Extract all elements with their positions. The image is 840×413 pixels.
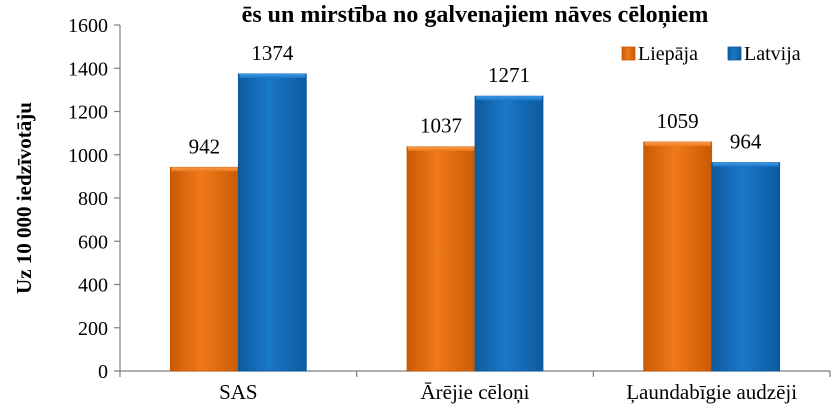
bar-liepāja-2 [406, 146, 476, 372]
data-label: 1271 [488, 63, 530, 87]
legend-swatch-latvija [727, 46, 742, 61]
bar-latvija-2 [474, 95, 544, 372]
chart-title-layer: ēs un mirstība no galvenajiem nāves cēlo… [242, 2, 709, 29]
data-label: 1059 [657, 109, 699, 133]
legend-label-liepāja: Liepāja [638, 43, 698, 65]
bar-highlight [644, 141, 711, 146]
y-axis-title: Uz 10 000 iedzīvotāju [12, 102, 36, 294]
data-label: 942 [189, 134, 221, 158]
legend: Liepāja Latvija [621, 43, 801, 65]
x-category-label: SAS [219, 380, 258, 404]
bar-latvija-3 [711, 162, 781, 372]
y-tick-label: 1600 [68, 15, 108, 37]
bar-highlight [476, 96, 542, 101]
bar-highlight [712, 162, 779, 167]
legend-label-latvija: Latvija [744, 43, 801, 65]
bar-latvija-1 [237, 73, 307, 372]
data-label: 1037 [420, 114, 462, 138]
data-label: 964 [730, 130, 762, 154]
y-axis-title-layer: Uz 10 000 iedzīvotāju [12, 102, 36, 294]
y-tick-label: 800 [78, 188, 108, 210]
bars [169, 73, 781, 372]
bar-highlight [239, 73, 306, 78]
bar-liepāja-3 [643, 141, 713, 372]
data-labels: 942 1374 1037 1271 1059 964 [189, 41, 762, 158]
y-tick-label: 0 [98, 361, 108, 383]
y-tick-label: 1400 [68, 58, 108, 80]
y-tick-label: 1000 [68, 145, 108, 167]
legend-swatch-liepāja [621, 46, 636, 61]
y-tick-label: 1200 [68, 102, 108, 124]
y-tick-label: 600 [78, 231, 108, 253]
bar-highlight [171, 167, 238, 172]
bar-liepāja-1 [169, 166, 239, 372]
chart-title: ēs un mirstība no galvenajiem nāves cēlo… [242, 2, 709, 29]
x-category-label: Ļaundabīgie audzēji [626, 380, 797, 404]
axes: 0 200 400 600 800 1000 1200 1400 1600 SAS Ārējie c… [68, 15, 831, 404]
bar-highlight [408, 146, 474, 151]
y-tick-label: 400 [78, 275, 108, 297]
x-category-label: Ārējie cēloņi [420, 380, 529, 404]
y-tick-label: 200 [78, 318, 108, 340]
data-label: 1374 [251, 41, 294, 65]
